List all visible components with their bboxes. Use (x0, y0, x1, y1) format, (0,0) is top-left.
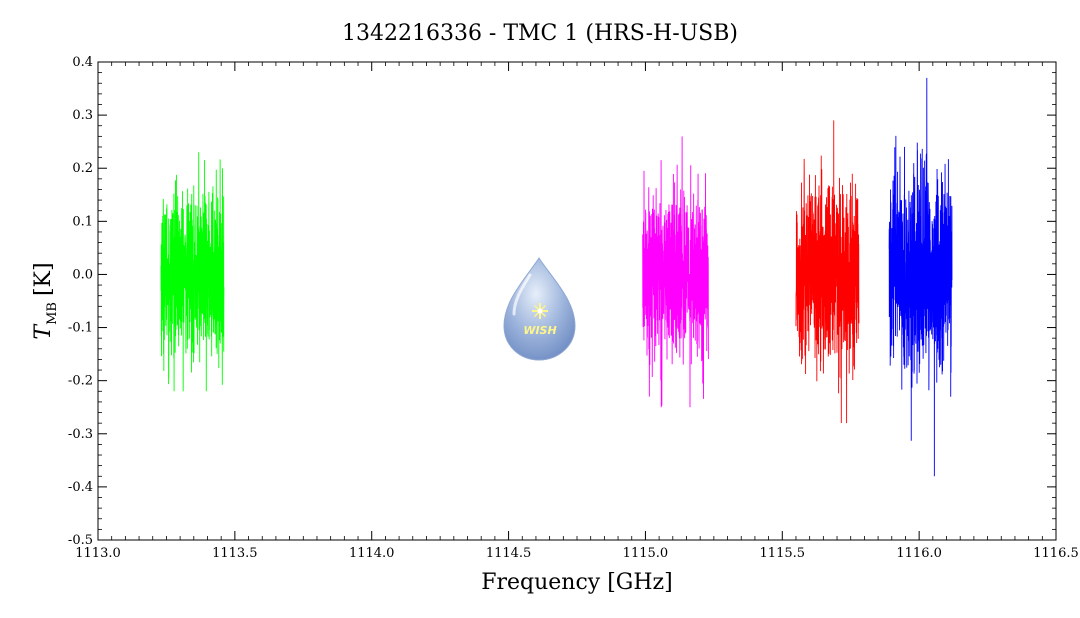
series-line-3 (795, 120, 860, 424)
series-line-2 (642, 136, 709, 408)
y-tick-label: 0.4 (72, 55, 93, 70)
x-axis-label: Frequency [GHz] (481, 570, 673, 595)
x-tick-label: 1116.0 (896, 546, 942, 561)
y-tick-label: -0.1 (68, 321, 93, 336)
wish-logo: WISH (503, 257, 576, 361)
x-tick-label: 1115.0 (623, 546, 669, 561)
y-tick-label: 0.2 (72, 161, 93, 176)
x-tick-label: 1114.5 (486, 546, 532, 561)
plot-series (160, 77, 953, 477)
y-axis: 0.4 0.3 0.2 0.1 0.0 -0.1 -0.2 -0.3 -0.4 -0.5 (68, 55, 1056, 548)
x-tick-label: 1113.5 (212, 546, 258, 561)
series-line-1 (160, 152, 225, 392)
y-axis-label: TMB [K] (31, 262, 60, 339)
star-icon (532, 303, 548, 319)
x-tick-label: 1114.0 (349, 546, 395, 561)
y-tick-label: 0.1 (72, 214, 93, 229)
wish-logo-text: WISH (523, 324, 556, 337)
x-tick-label: 1115.5 (760, 546, 806, 561)
y-tick-label: -0.2 (68, 374, 93, 389)
y-tick-label: 0.0 (72, 267, 93, 282)
x-axis: 1113.0 1113.5 1114.0 1114.5 1115.0 1115.5 1116… (75, 62, 1079, 561)
svg-text:TMB[K]: TMB [K] (31, 262, 60, 339)
y-axis-label-symbol: T (31, 323, 56, 340)
y-tick-label: -0.5 (68, 533, 93, 548)
x-tick-label: 1113.0 (75, 546, 121, 561)
series-line-4 (888, 77, 953, 477)
chart-title: 1342216336 - TMC 1 (HRS-H-USB) (342, 21, 738, 46)
y-tick-label: -0.3 (68, 427, 93, 442)
drop-highlight-icon (512, 273, 532, 316)
x-tick-label: 1116.5 (1033, 546, 1079, 561)
y-axis-label-subscript: MB (45, 302, 60, 325)
y-axis-label-unit: [K] (31, 262, 56, 296)
y-tick-label: -0.4 (68, 480, 93, 495)
y-tick-label: 0.3 (72, 108, 93, 123)
